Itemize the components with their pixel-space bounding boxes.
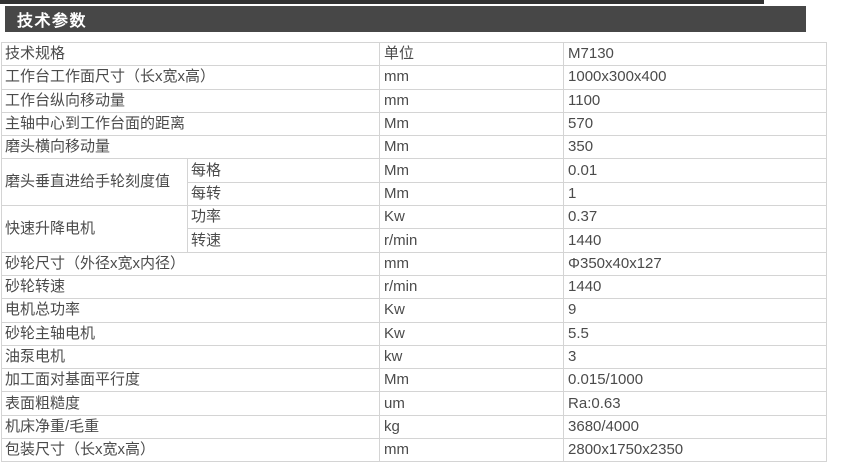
spec-unit-cell: mm [379,65,565,90]
table-row: 砂轮尺寸（外径x宽x内径） mm Φ350x40x127 [0,251,828,276]
spec-value-cell: 1 [563,181,828,207]
spec-value-cell: 1440 [563,228,828,253]
table-row: 砂轮主轴电机 Kw 5.5 [0,321,828,346]
spec-unit-cell: Kw [379,298,565,323]
spec-value-cell: 1440 [563,274,828,300]
spec-label-cell: 快速升降电机 [1,205,188,253]
table-row: 磨头垂直进给手轮刻度值 每格 Mm 0.01 [1,158,828,207]
spec-value-cell: 3 [563,344,828,370]
spec-unit-cell: mm [379,251,565,276]
table-row: 油泵电机 kw 3 [0,344,828,370]
spec-unit-cell: mm [379,88,565,113]
spec-sublabel-cell: 每转 [186,181,381,207]
spec-value-cell: Ra:0.63 [563,391,828,416]
spec-label-cell: 技术规格 [0,41,381,67]
spec-table-body: 技术规格 单位 M7130 工作台工作面尺寸（长x宽x高） mm 1000x300x400… [0,41,828,463]
spec-label-cell: 机床净重/毛重 [0,414,381,440]
spec-unit-cell: Kw [379,205,565,230]
spec-unit-cell: Mm [379,135,565,160]
table-row: 机床净重/毛重 kg 3680/4000 [0,414,828,440]
table-row: 电机总功率 Kw 9 [0,298,828,323]
spec-value-cell: M7130 [563,41,828,67]
table-row: 包装尺寸（长x宽x高） mm 2800x1750x2350 [0,438,828,463]
spec-unit-cell: kg [379,414,565,440]
spec-unit-cell: Kw [379,321,565,346]
spec-label-cell: 磨头横向移动量 [0,135,381,160]
spec-unit-cell: Mm [379,111,565,137]
spec-label-cell: 工作台纵向移动量 [0,88,381,113]
spec-value-cell: 0.015/1000 [563,368,828,393]
spec-unit-cell: Mm [379,158,565,183]
spec-unit-cell: Mm [379,181,565,207]
spec-value-cell: 0.01 [563,158,828,183]
spec-table: 技术规格 单位 M7130 工作台工作面尺寸（长x宽x高） mm 1000x300x400… [0,41,828,463]
spec-value-cell: 3680/4000 [563,414,828,440]
table-row: 快速升降电机 功率 Kw 0.37 [1,205,828,253]
spec-label-cell: 砂轮转速 [0,274,381,300]
top-divider [0,0,764,4]
section-title: 技术参数 [17,13,88,30]
spec-label-cell: 油泵电机 [0,344,381,370]
spec-label-cell: 表面粗糙度 [0,391,381,416]
table-row: 每转 Mm 1 [2,181,828,207]
spec-label-cell: 包装尺寸（长x宽x高） [0,438,381,463]
spec-label-cell: 加工面对基面平行度 [0,368,381,393]
spec-unit-cell: kw [379,344,565,370]
spec-value-cell: 0.37 [563,205,828,230]
spec-unit-cell: r/min [379,228,565,253]
table-row: 技术规格 单位 M7130 [0,41,828,67]
spec-label-cell: 磨头垂直进给手轮刻度值 [1,158,188,207]
spec-value-cell: 570 [563,111,828,137]
table-row: 砂轮转速 r/min 1440 [0,274,828,300]
spec-sublabel-cell: 转速 [186,228,381,253]
table-row: 工作台工作面尺寸（长x宽x高） mm 1000x300x400 [0,65,828,90]
spec-unit-cell: mm [379,438,565,463]
spec-value-cell: 9 [563,298,828,323]
spec-label-cell: 电机总功率 [0,298,381,323]
spec-label-cell: 砂轮主轴电机 [0,321,381,346]
table-row: 转速 r/min 1440 [2,228,828,253]
spec-label-cell: 工作台工作面尺寸（长x宽x高） [0,65,381,90]
spec-unit-cell: um [379,391,565,416]
table-row: 加工面对基面平行度 Mm 0.015/1000 [0,368,828,393]
spec-value-cell: 1100 [563,88,828,113]
spec-unit-cell: 单位 [379,41,565,67]
spec-unit-cell: r/min [379,274,565,300]
spec-sublabel-cell: 每格 [186,158,381,183]
spec-value-cell: 2800x1750x2350 [563,438,828,463]
spec-value-cell: 1000x300x400 [563,65,828,90]
section-header: 技术参数 [5,6,806,32]
table-row: 工作台纵向移动量 mm 1100 [0,88,828,113]
spec-value-cell: 350 [563,135,828,160]
spec-unit-cell: Mm [379,368,565,393]
table-row: 主轴中心到工作台面的距离 Mm 570 [0,111,828,137]
table-row: 磨头横向移动量 Mm 350 [0,135,828,160]
table-row: 表面粗糙度 um Ra:0.63 [0,391,828,416]
spec-value-cell: Φ350x40x127 [563,251,828,276]
spec-label-cell: 主轴中心到工作台面的距离 [0,111,381,137]
spec-sublabel-cell: 功率 [186,205,381,230]
spec-label-cell: 砂轮尺寸（外径x宽x内径） [0,251,381,276]
spec-value-cell: 5.5 [563,321,828,346]
